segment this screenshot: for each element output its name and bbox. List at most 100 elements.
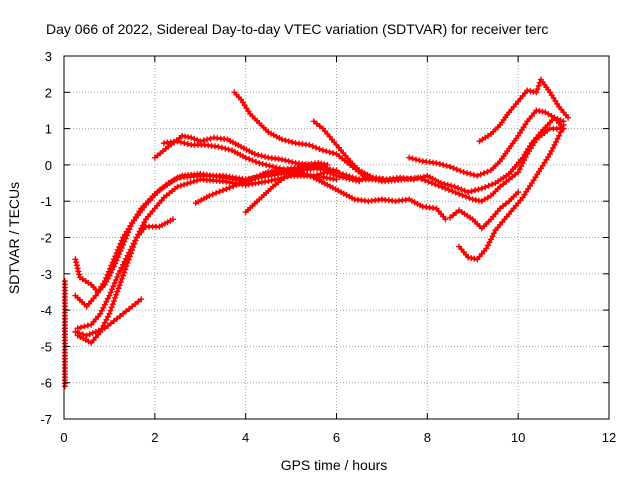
data-point	[133, 234, 140, 241]
data-marker	[307, 173, 314, 180]
data-point	[442, 185, 449, 192]
data-marker	[111, 280, 118, 287]
data-marker	[114, 246, 121, 253]
data-marker	[443, 162, 450, 169]
data-marker	[454, 185, 461, 192]
data-marker	[184, 141, 191, 148]
data-marker	[123, 308, 130, 315]
data-marker	[503, 200, 510, 207]
data-marker	[112, 277, 119, 284]
data-marker	[132, 237, 139, 244]
data-marker	[559, 125, 566, 132]
x-tick-label: 8	[424, 430, 431, 445]
data-marker	[450, 212, 457, 219]
data-point	[256, 160, 263, 167]
data-marker	[323, 148, 330, 155]
data-point	[465, 189, 472, 196]
data-marker	[120, 272, 127, 279]
data-marker	[285, 158, 292, 165]
data-marker	[101, 319, 108, 326]
data-marker	[184, 180, 191, 187]
data-point	[283, 172, 290, 179]
data-point	[556, 132, 563, 139]
data-marker	[489, 181, 496, 188]
data-marker	[138, 225, 145, 232]
data-marker	[509, 174, 516, 180]
data-marker	[112, 294, 119, 301]
data-marker	[135, 231, 142, 238]
data-point	[138, 296, 145, 303]
data-marker	[553, 138, 560, 145]
data-marker	[73, 259, 80, 266]
data-marker	[113, 315, 120, 322]
data-marker	[252, 158, 259, 165]
data-marker	[177, 139, 184, 146]
data-marker	[516, 166, 523, 173]
data-marker	[316, 123, 323, 130]
data-point	[297, 169, 304, 176]
data-marker	[273, 164, 280, 171]
data-marker	[512, 171, 519, 178]
x-tick-label: 10	[511, 430, 525, 445]
data-point	[197, 138, 204, 145]
data-marker	[316, 146, 323, 153]
data-marker	[117, 267, 124, 274]
data-marker	[86, 331, 93, 338]
data-point	[560, 121, 567, 128]
data-point	[269, 163, 276, 170]
data-marker	[440, 161, 447, 168]
data-marker	[98, 307, 105, 314]
y-tick-label: 3	[45, 49, 52, 64]
data-marker	[107, 307, 114, 314]
data-marker	[103, 316, 110, 323]
data-marker	[343, 175, 350, 182]
data-marker	[105, 268, 112, 275]
data-marker	[218, 144, 225, 151]
data-marker	[414, 175, 421, 182]
data-marker	[121, 269, 128, 276]
data-point	[478, 185, 485, 192]
series-track-j	[244, 170, 447, 221]
data-marker	[327, 170, 334, 177]
data-point	[247, 176, 254, 183]
data-marker	[259, 160, 266, 167]
data-marker	[548, 147, 555, 154]
data-point	[460, 169, 467, 176]
data-point	[437, 180, 444, 187]
data-marker	[485, 182, 492, 189]
data-point	[565, 114, 572, 121]
data-marker	[123, 263, 130, 270]
data-marker	[293, 170, 300, 177]
data-marker	[481, 170, 488, 177]
data-marker	[457, 167, 464, 174]
data-marker	[289, 139, 296, 146]
data-marker	[222, 145, 229, 152]
data-marker	[108, 262, 115, 269]
data-marker	[223, 185, 230, 192]
data-marker	[126, 253, 133, 260]
y-tick-label: -3	[40, 267, 52, 282]
data-marker	[452, 189, 459, 196]
data-marker	[127, 250, 134, 257]
data-marker	[110, 283, 117, 290]
y-tick-label: 1	[45, 122, 52, 137]
data-marker	[122, 266, 129, 273]
data-point	[546, 151, 553, 158]
data-marker	[120, 261, 127, 268]
data-marker	[110, 298, 117, 305]
grid-lines	[64, 56, 609, 419]
data-marker	[109, 259, 116, 266]
data-point	[497, 205, 503, 212]
data-marker	[116, 282, 123, 289]
data-marker	[118, 237, 125, 244]
data-marker	[118, 264, 125, 271]
data-point	[542, 109, 549, 116]
data-marker	[416, 157, 423, 164]
data-marker	[466, 195, 473, 202]
data-point	[288, 167, 295, 174]
data-marker	[213, 190, 220, 197]
data-marker	[261, 153, 268, 160]
data-point	[506, 176, 513, 183]
